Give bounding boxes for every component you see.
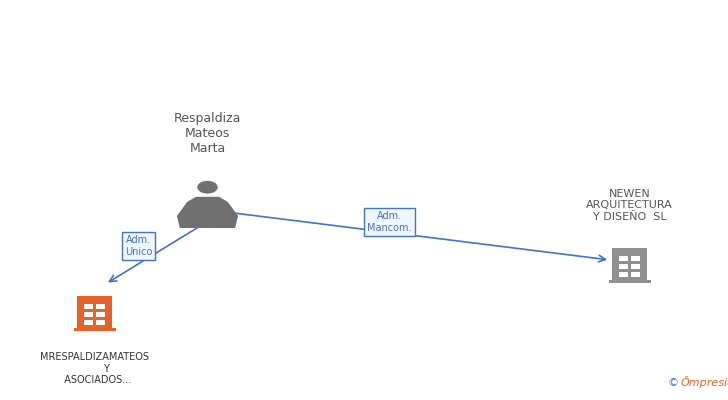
Text: Adm.
Unico: Adm. Unico <box>124 235 152 257</box>
Text: Respaldiza
Mateos
Marta: Respaldiza Mateos Marta <box>174 112 241 155</box>
Text: MRESPALDIZAMATEOS
        Y
  ASOCIADOS...: MRESPALDIZAMATEOS Y ASOCIADOS... <box>40 352 149 385</box>
FancyBboxPatch shape <box>609 280 651 283</box>
FancyBboxPatch shape <box>84 312 93 317</box>
FancyBboxPatch shape <box>74 328 116 331</box>
Text: ©: © <box>668 378 683 388</box>
FancyBboxPatch shape <box>84 304 93 309</box>
Text: Adm.
Mancom.: Adm. Mancom. <box>367 211 412 233</box>
FancyBboxPatch shape <box>77 296 112 328</box>
FancyBboxPatch shape <box>620 264 628 269</box>
FancyBboxPatch shape <box>96 320 105 326</box>
FancyBboxPatch shape <box>631 256 640 261</box>
FancyBboxPatch shape <box>620 272 628 278</box>
FancyBboxPatch shape <box>96 312 105 317</box>
FancyBboxPatch shape <box>631 272 640 278</box>
FancyBboxPatch shape <box>84 320 93 326</box>
Polygon shape <box>177 197 238 228</box>
Ellipse shape <box>197 181 218 194</box>
FancyBboxPatch shape <box>620 256 628 261</box>
Text: NEWEN
ARQUITECTURA
Y DISEÑO  SL: NEWEN ARQUITECTURA Y DISEÑO SL <box>586 189 673 222</box>
FancyBboxPatch shape <box>96 304 105 309</box>
Text: Ômpresia: Ômpresia <box>681 376 728 388</box>
FancyBboxPatch shape <box>631 264 640 269</box>
FancyBboxPatch shape <box>612 248 647 280</box>
